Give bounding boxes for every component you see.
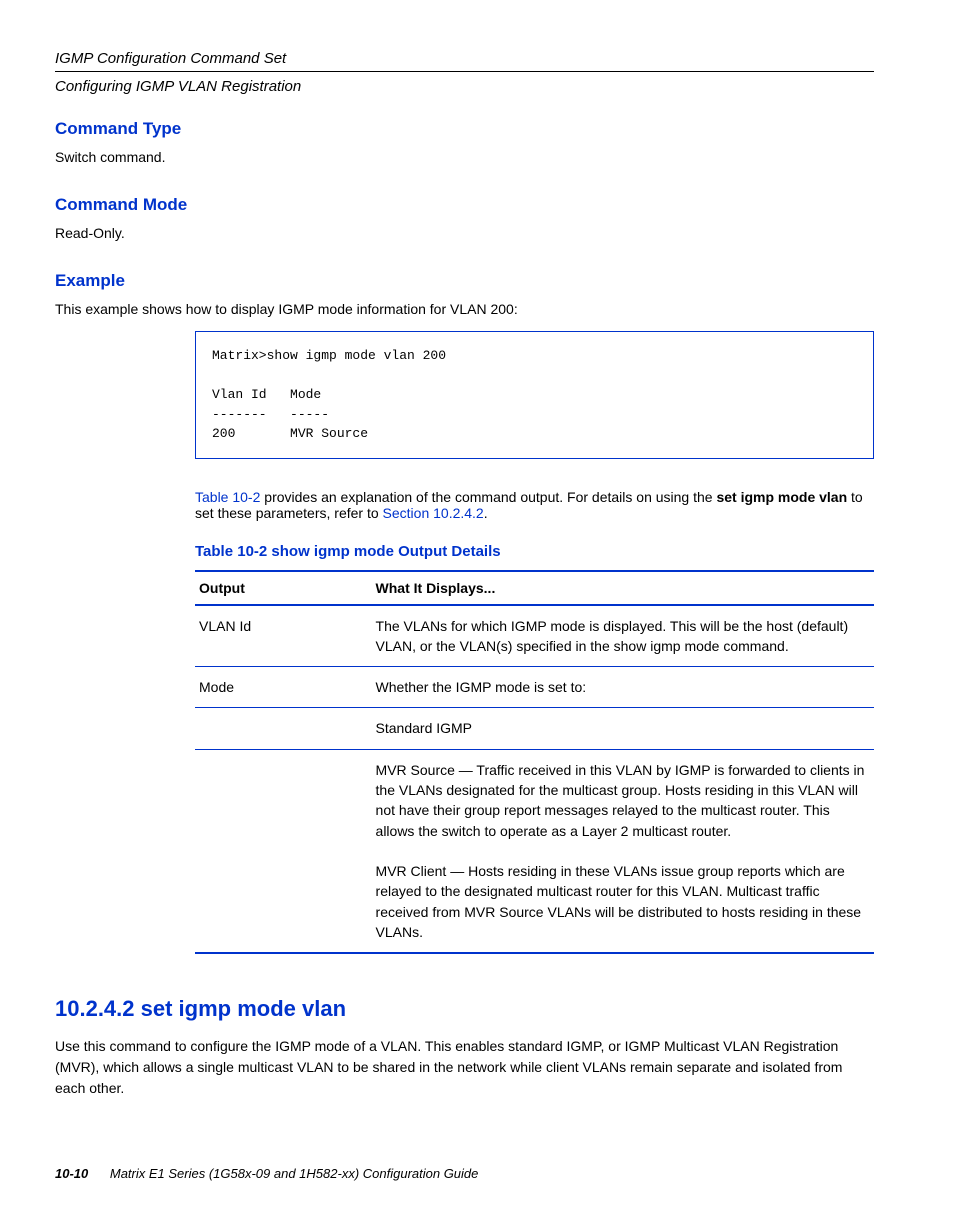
- ref-bold-cmd: set igmp mode vlan: [716, 489, 847, 505]
- table-header-displays: What It Displays...: [372, 571, 874, 605]
- table-cell-desc: The VLANs for which IGMP mode is display…: [372, 605, 874, 667]
- page-number: 10-10: [55, 1166, 88, 1181]
- heading-command-type: Command Type: [55, 119, 874, 139]
- header-rule: [55, 71, 874, 72]
- table-cell-output: [195, 708, 372, 749]
- ref-text-3: .: [484, 505, 488, 521]
- table-cell-output: Mode: [195, 667, 372, 708]
- heading-example: Example: [55, 271, 874, 291]
- body-command-type: Switch command.: [55, 149, 874, 165]
- body-set-igmp-mode-vlan: Use this command to configure the IGMP m…: [55, 1036, 874, 1099]
- table-header-row: Output What It Displays...: [195, 571, 874, 605]
- table-cell-output: [195, 749, 372, 953]
- table-header-output: Output: [195, 571, 372, 605]
- header-subtitle: Configuring IGMP VLAN Registration: [55, 78, 874, 95]
- output-details-table-area: Table 10-2 show igmp mode Output Details…: [195, 543, 874, 955]
- example-output-box: Matrix>show igmp mode vlan 200 Vlan Id M…: [195, 331, 874, 459]
- header-title: IGMP Configuration Command Set: [55, 50, 874, 67]
- table-reference-paragraph: Table 10-2 provides an explanation of th…: [195, 489, 874, 521]
- table-caption: Table 10-2 show igmp mode Output Details: [195, 543, 874, 560]
- table-row: MVR Source — Traffic received in this VL…: [195, 749, 874, 953]
- table-cell-desc: MVR Source — Traffic received in this VL…: [372, 749, 874, 953]
- page-header: IGMP Configuration Command Set Configuri…: [55, 50, 874, 95]
- output-details-table: Output What It Displays... VLAN Id The V…: [195, 570, 874, 955]
- table-cell-desc: Standard IGMP: [372, 708, 874, 749]
- heading-set-igmp-mode-vlan: 10.2.4.2 set igmp mode vlan: [55, 996, 874, 1022]
- heading-command-mode: Command Mode: [55, 195, 874, 215]
- table-row: Mode Whether the IGMP mode is set to:: [195, 667, 874, 708]
- table-row: Standard IGMP: [195, 708, 874, 749]
- table-row: VLAN Id The VLANs for which IGMP mode is…: [195, 605, 874, 667]
- body-example: This example shows how to display IGMP m…: [55, 301, 874, 317]
- ref-text-1: provides an explanation of the command o…: [260, 489, 716, 505]
- xref-section: Section 10.2.4.2: [383, 505, 484, 521]
- body-command-mode: Read-Only.: [55, 225, 874, 241]
- table-cell-desc: Whether the IGMP mode is set to:: [372, 667, 874, 708]
- xref-table: Table 10-2: [195, 489, 260, 505]
- page-footer: 10-10 Matrix E1 Series (1G58x-09 and 1H5…: [55, 1166, 478, 1181]
- table-cell-output: VLAN Id: [195, 605, 372, 667]
- guide-title: Matrix E1 Series (1G58x-09 and 1H582-xx)…: [110, 1166, 479, 1181]
